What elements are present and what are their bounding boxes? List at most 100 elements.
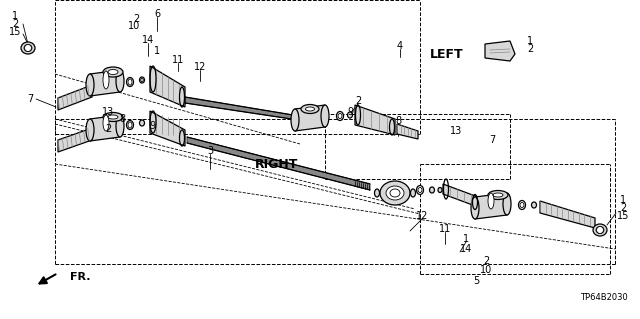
Ellipse shape	[116, 115, 124, 137]
Text: 5: 5	[473, 276, 479, 286]
Text: 3: 3	[207, 146, 213, 156]
Ellipse shape	[429, 187, 435, 193]
Ellipse shape	[596, 226, 604, 234]
Ellipse shape	[108, 70, 118, 75]
Text: 1: 1	[527, 36, 533, 46]
Ellipse shape	[127, 121, 134, 130]
Text: 14: 14	[142, 35, 154, 45]
Text: 13: 13	[450, 126, 462, 136]
Ellipse shape	[86, 74, 94, 96]
Polygon shape	[397, 124, 418, 139]
Text: 1: 1	[620, 195, 626, 205]
Ellipse shape	[531, 202, 536, 208]
Text: 7: 7	[27, 94, 33, 104]
Ellipse shape	[493, 193, 503, 197]
Circle shape	[24, 44, 31, 51]
Polygon shape	[58, 85, 92, 110]
Text: 2: 2	[620, 203, 626, 213]
Polygon shape	[295, 105, 325, 131]
Ellipse shape	[417, 186, 424, 195]
Ellipse shape	[103, 71, 109, 89]
Ellipse shape	[127, 78, 134, 86]
Polygon shape	[150, 66, 185, 107]
Ellipse shape	[520, 203, 524, 207]
Text: 13: 13	[102, 107, 114, 117]
Ellipse shape	[128, 79, 132, 85]
Ellipse shape	[291, 109, 299, 131]
Polygon shape	[540, 201, 595, 228]
Polygon shape	[475, 193, 507, 219]
Text: 6: 6	[154, 9, 160, 19]
Text: 9: 9	[347, 107, 353, 117]
Text: 2: 2	[12, 19, 18, 29]
Polygon shape	[443, 184, 478, 207]
Text: 15: 15	[617, 211, 629, 221]
Ellipse shape	[86, 119, 94, 141]
Text: 14: 14	[460, 244, 472, 254]
Ellipse shape	[438, 188, 442, 192]
Ellipse shape	[140, 120, 145, 126]
Polygon shape	[485, 41, 515, 61]
Ellipse shape	[593, 224, 607, 236]
Ellipse shape	[141, 78, 143, 81]
Text: 10: 10	[480, 265, 492, 275]
Ellipse shape	[338, 114, 342, 118]
Text: 2: 2	[105, 124, 111, 134]
Polygon shape	[58, 128, 92, 152]
Ellipse shape	[140, 77, 145, 83]
Ellipse shape	[116, 70, 124, 92]
Text: LEFT: LEFT	[430, 48, 463, 61]
Text: 1: 1	[12, 11, 18, 21]
Ellipse shape	[24, 44, 32, 51]
Ellipse shape	[518, 201, 525, 210]
Polygon shape	[187, 137, 370, 190]
Polygon shape	[355, 105, 395, 135]
Ellipse shape	[471, 197, 479, 219]
Ellipse shape	[374, 189, 380, 197]
Ellipse shape	[418, 188, 422, 192]
Ellipse shape	[488, 190, 508, 199]
Ellipse shape	[348, 112, 353, 118]
Text: 12: 12	[194, 62, 206, 72]
Text: 2: 2	[483, 256, 489, 266]
Text: 4: 4	[397, 41, 403, 51]
Text: RIGHT: RIGHT	[255, 158, 298, 170]
Text: 2: 2	[527, 44, 533, 54]
Text: 2: 2	[133, 14, 139, 24]
Ellipse shape	[21, 42, 35, 54]
Text: 2: 2	[355, 96, 361, 106]
Text: TP64B2030: TP64B2030	[580, 293, 628, 301]
Ellipse shape	[337, 112, 344, 121]
Ellipse shape	[305, 107, 314, 111]
Ellipse shape	[103, 113, 123, 122]
Ellipse shape	[321, 105, 329, 127]
Polygon shape	[90, 115, 120, 141]
Circle shape	[596, 226, 604, 234]
Polygon shape	[90, 70, 120, 96]
Ellipse shape	[103, 115, 109, 131]
Ellipse shape	[103, 67, 123, 77]
Ellipse shape	[108, 115, 118, 119]
Ellipse shape	[488, 193, 494, 209]
Text: 12: 12	[416, 211, 428, 221]
Text: 9: 9	[149, 121, 155, 131]
Ellipse shape	[410, 189, 415, 197]
Text: 1: 1	[154, 46, 160, 56]
Polygon shape	[185, 97, 305, 121]
Polygon shape	[150, 111, 185, 146]
Text: 7: 7	[489, 135, 495, 145]
Text: 11: 11	[172, 55, 184, 65]
Text: 8: 8	[395, 116, 401, 126]
Text: 10: 10	[128, 21, 140, 31]
Text: FR.: FR.	[70, 272, 90, 282]
Ellipse shape	[128, 122, 132, 128]
Text: 11: 11	[439, 224, 451, 234]
Ellipse shape	[503, 193, 511, 215]
Text: 8: 8	[119, 114, 125, 124]
Ellipse shape	[390, 189, 400, 197]
Ellipse shape	[386, 186, 404, 200]
Text: 1: 1	[463, 234, 469, 244]
Ellipse shape	[301, 105, 319, 114]
Text: 15: 15	[9, 27, 21, 37]
Ellipse shape	[380, 181, 410, 205]
